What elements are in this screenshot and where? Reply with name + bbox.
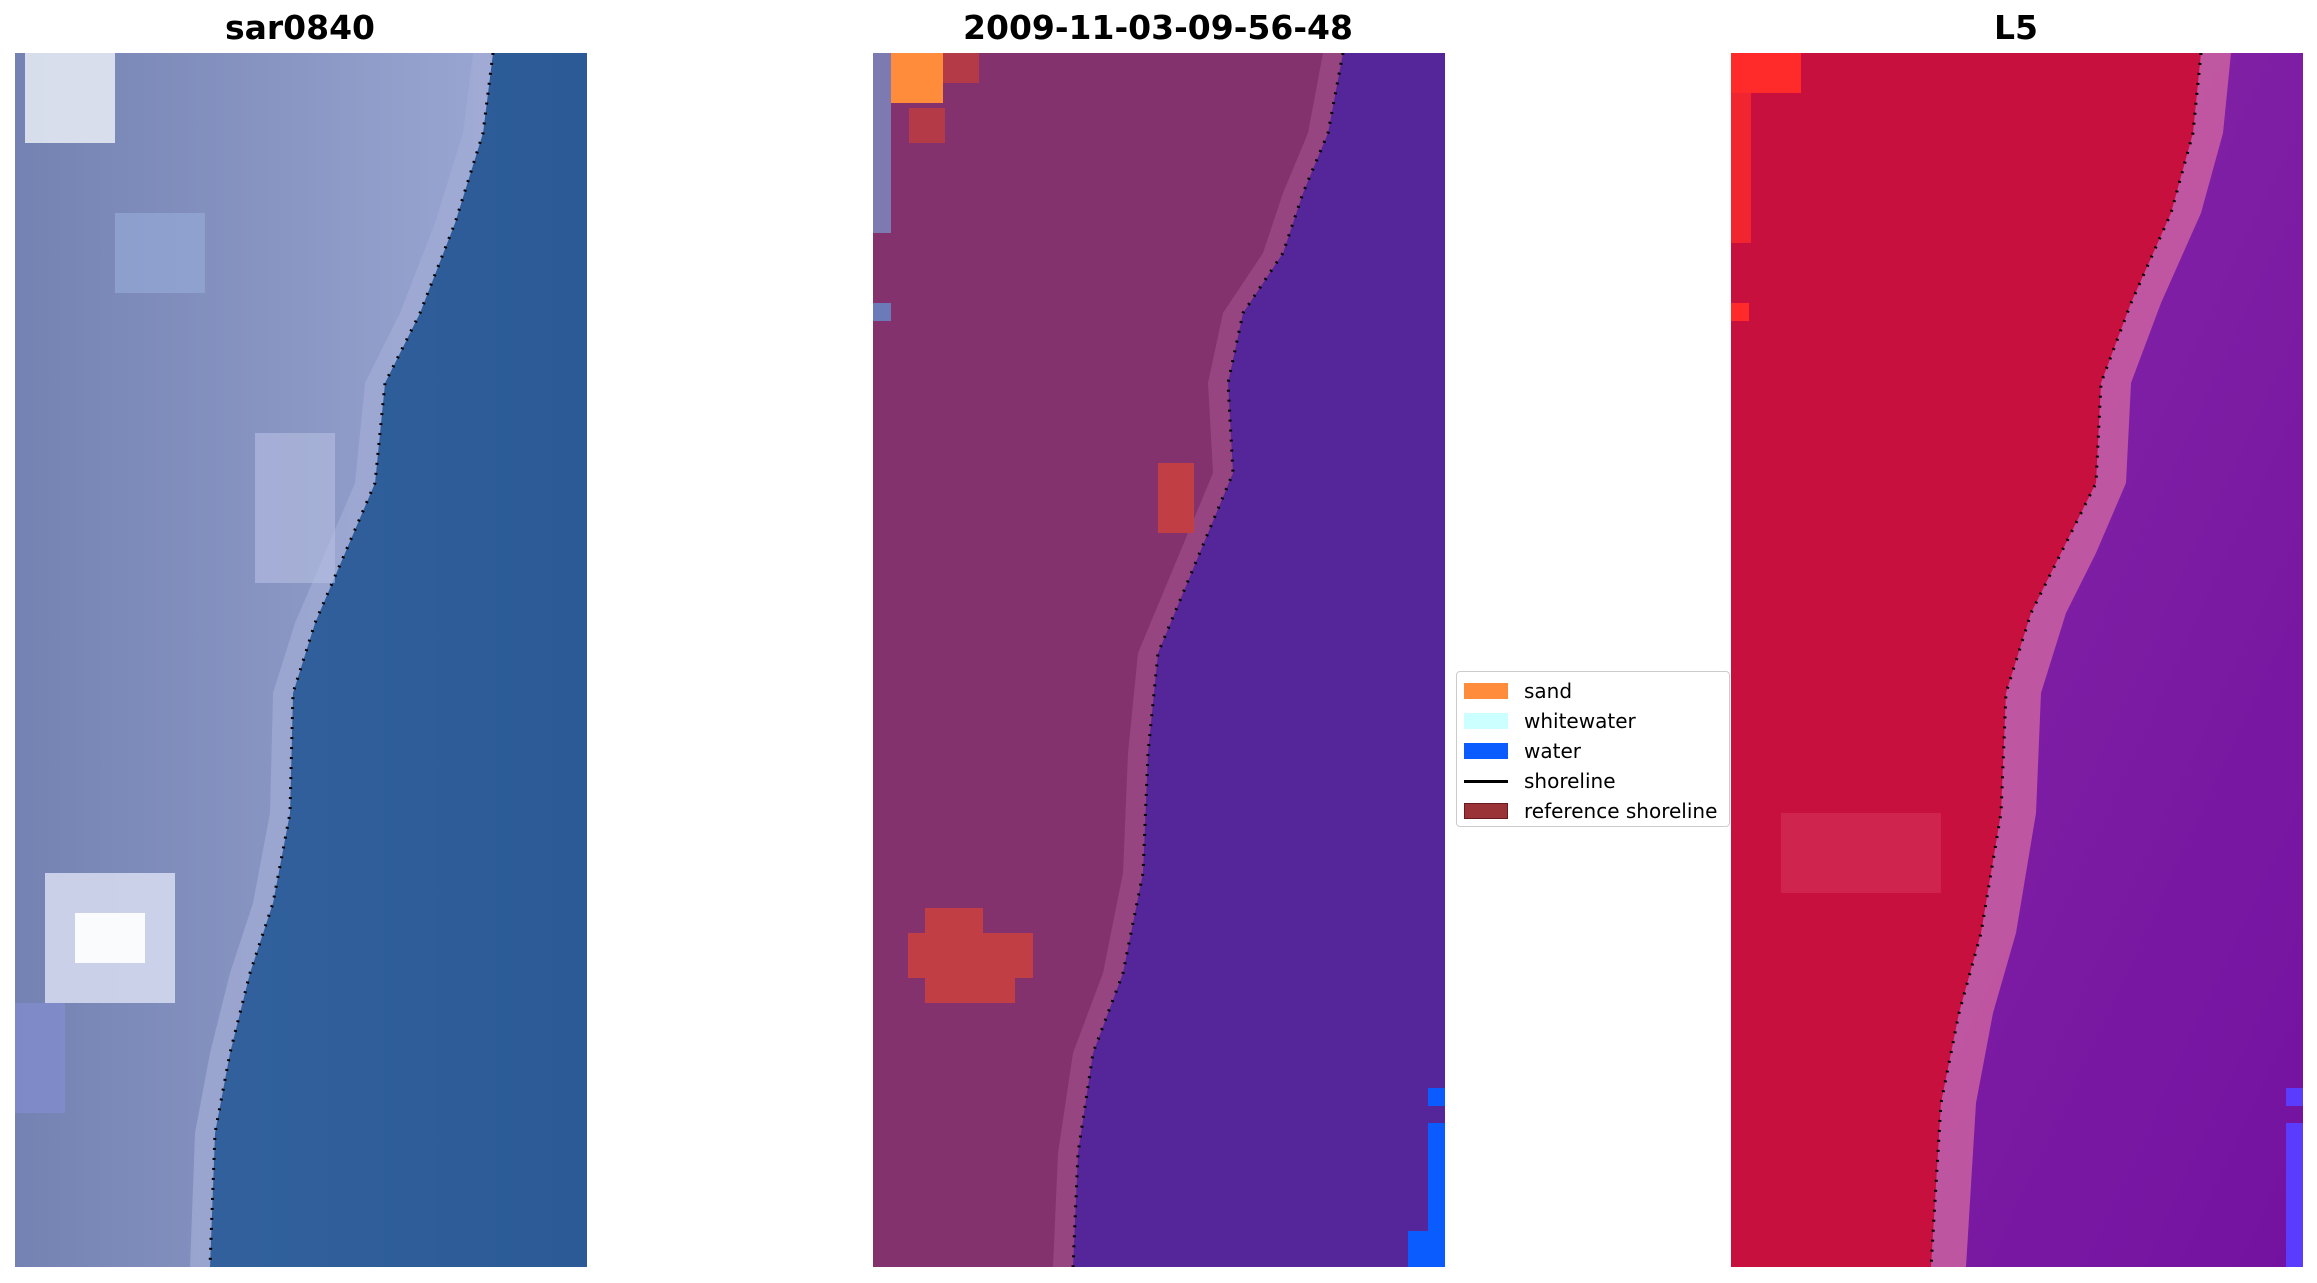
legend-item-water: water: [1464, 739, 1581, 763]
classified-image: [873, 53, 1445, 1267]
l5-image: [1731, 53, 2303, 1267]
legend: sand whitewater water shoreline referenc…: [1456, 671, 1730, 827]
legend-label: sand: [1524, 679, 1573, 703]
l5-image-panel: [1731, 53, 2303, 1267]
sand-swatch: [1464, 683, 1508, 699]
legend-item-sand: sand: [1464, 679, 1572, 703]
shoreline-line-swatch: [1464, 779, 1508, 783]
panel-title-classified: 2009-11-03-09-56-48: [963, 8, 1353, 47]
reference-shoreline-swatch: [1464, 803, 1508, 819]
water-swatch: [1464, 743, 1508, 759]
classified-image-panel: [873, 53, 1445, 1267]
legend-label: shoreline: [1524, 769, 1616, 793]
whitewater-swatch: [1464, 713, 1508, 729]
rgb-image-panel: [15, 53, 587, 1267]
rgb-image: [15, 53, 587, 1267]
legend-label: reference shoreline: [1524, 799, 1718, 823]
legend-item-whitewater: whitewater: [1464, 709, 1636, 733]
legend-label: water: [1524, 739, 1581, 763]
legend-item-shoreline: shoreline: [1464, 769, 1616, 793]
panel-title-rgb: sar0840: [224, 8, 376, 47]
shoreline-classified: [1071, 53, 1345, 1267]
legend-item-reference-shoreline: reference shoreline: [1464, 799, 1717, 823]
panel-title-l5: L5: [1994, 8, 2038, 47]
legend-label: whitewater: [1524, 709, 1636, 733]
